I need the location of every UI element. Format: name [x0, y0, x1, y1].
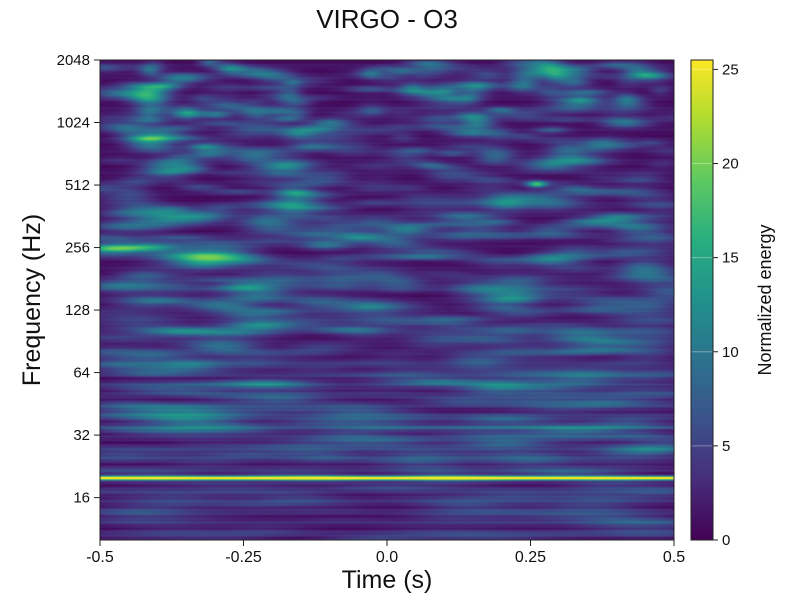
- y-tick-label: 256: [65, 240, 90, 257]
- colorbar-tick-label: 5: [722, 438, 730, 455]
- colorbar-frame: [690, 59, 714, 541]
- y-axis-label: Frequency (Hz): [18, 214, 46, 386]
- x-tick-label: -0.5: [86, 549, 114, 566]
- colorbar: 0 5 10 15 20 25: [690, 59, 739, 549]
- plot-area: [100, 60, 674, 540]
- x-tick-label: 0.5: [663, 549, 685, 566]
- spectrogram-image: [100, 60, 674, 540]
- x-axis-label: Time (s): [342, 566, 433, 594]
- y-tick-label: 32: [73, 427, 90, 444]
- x-tick-label: 0.25: [515, 549, 546, 566]
- y-tick-label: 2048: [57, 52, 90, 69]
- y-tick-label: 16: [73, 490, 90, 507]
- y-tick-label: 1024: [57, 115, 90, 132]
- x-tick-label: 0.0: [376, 549, 398, 566]
- colorbar-tick-label: 25: [722, 61, 739, 78]
- x-tick-label: -0.25: [225, 549, 262, 566]
- y-tick-label: 128: [65, 302, 90, 319]
- colorbar-label: Normalized energy: [755, 224, 775, 375]
- colorbar-tick-label: 20: [722, 156, 739, 173]
- colorbar-gradient: [691, 60, 713, 540]
- colorbar-tick-label: 0: [722, 532, 730, 549]
- y-tick-label: 512: [65, 177, 90, 194]
- y-axis: 16 32 64 128 256 512 1024 2048: [57, 52, 100, 507]
- colorbar-tick-label: 10: [722, 344, 739, 361]
- chart-title: VIRGO - O3: [316, 4, 458, 34]
- y-tick-label: 64: [73, 365, 90, 382]
- x-axis: -0.5 -0.25 0.0 0.25 0.5: [86, 540, 685, 566]
- colorbar-ticks: 0 5 10 15 20 25: [691, 61, 739, 549]
- colorbar-tick-label: 15: [722, 250, 739, 267]
